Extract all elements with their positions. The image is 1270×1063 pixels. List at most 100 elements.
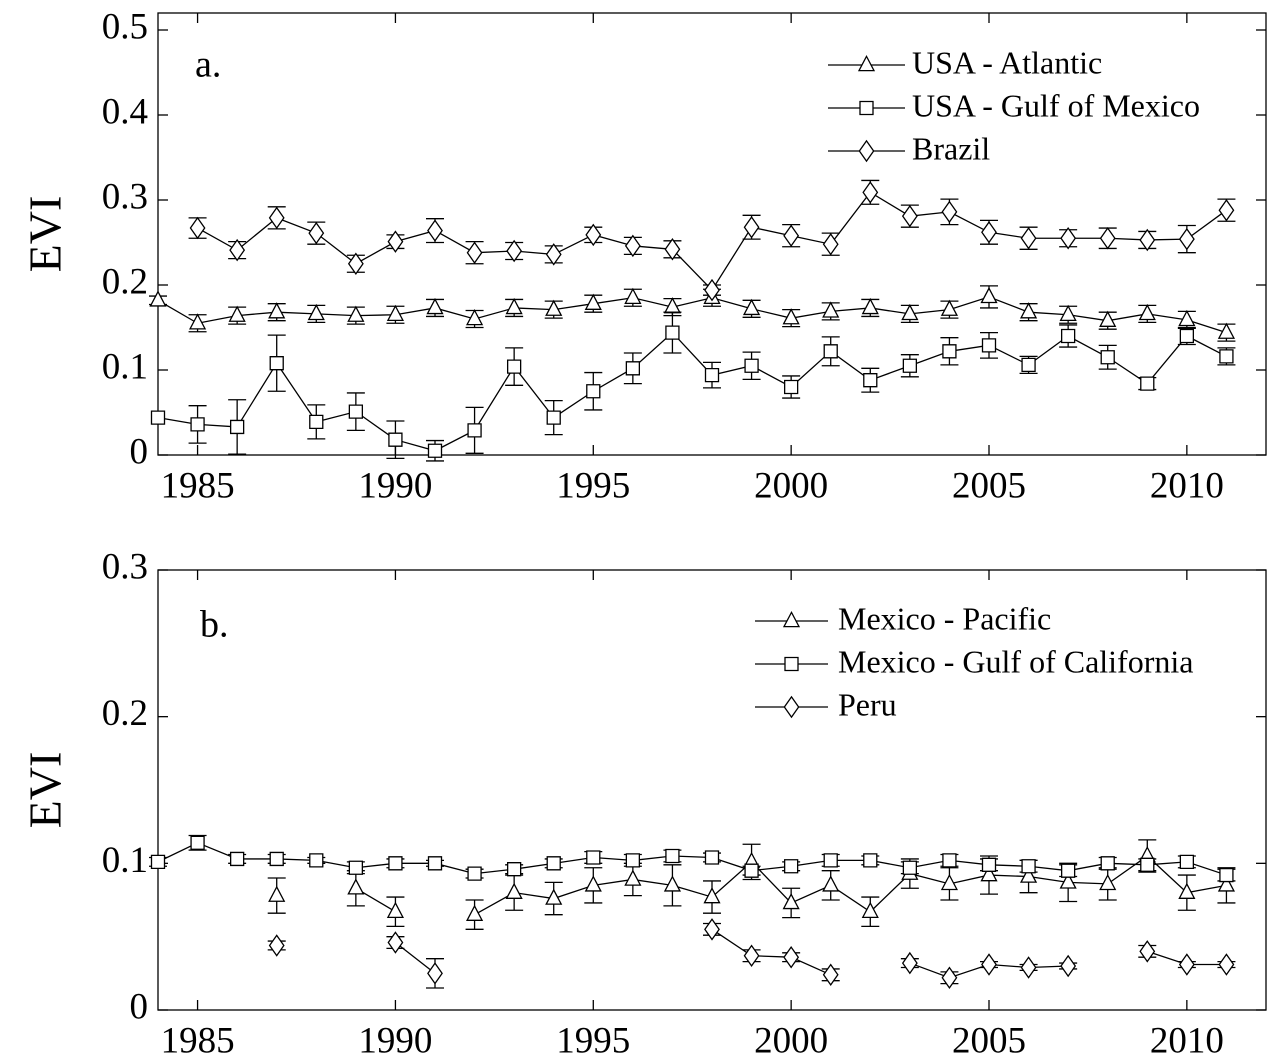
- marker: [268, 934, 285, 957]
- marker: [150, 410, 166, 425]
- marker: [980, 286, 998, 304]
- marker: [506, 359, 522, 374]
- y-tick-label: 0: [130, 986, 149, 1027]
- marker: [189, 216, 206, 240]
- marker: [704, 918, 720, 941]
- x-tick-label: 2010: [1150, 1020, 1224, 1061]
- marker: [584, 293, 602, 310]
- marker: [1138, 303, 1156, 321]
- marker: [823, 853, 838, 868]
- legend-label: USA - Gulf of Mexico: [912, 87, 1200, 123]
- marker: [388, 432, 403, 447]
- marker: [665, 848, 680, 864]
- marker: [1019, 866, 1038, 883]
- y-tick-label: 0: [130, 431, 149, 472]
- marker: [229, 419, 245, 435]
- marker: [981, 221, 997, 244]
- marker: [269, 356, 284, 371]
- marker: [546, 410, 561, 425]
- marker: [704, 367, 720, 383]
- marker: [1178, 309, 1196, 327]
- marker: [426, 297, 444, 315]
- marker: [980, 865, 998, 882]
- marker: [427, 856, 443, 871]
- legend-marker: [858, 139, 875, 163]
- marker: [545, 299, 563, 316]
- marker: [981, 857, 997, 872]
- legend-marker: [782, 610, 801, 628]
- legend-label: Peru: [838, 686, 897, 722]
- marker: [1059, 304, 1077, 322]
- y-tick-label: 0.2: [102, 693, 148, 734]
- marker: [1020, 226, 1037, 250]
- marker: [1021, 859, 1036, 874]
- marker: [1059, 872, 1077, 889]
- marker: [386, 901, 405, 919]
- marker: [347, 305, 365, 322]
- marker: [386, 304, 405, 322]
- marker: [545, 888, 563, 905]
- marker: [268, 302, 286, 319]
- marker: [783, 859, 799, 874]
- marker: [942, 853, 957, 868]
- marker: [427, 219, 443, 242]
- marker: [861, 297, 879, 315]
- marker: [665, 325, 680, 340]
- marker: [268, 206, 285, 230]
- marker: [269, 851, 284, 867]
- series-line: [157, 842, 1227, 876]
- marker: [545, 243, 562, 266]
- series-line: [157, 331, 1227, 452]
- marker: [308, 221, 325, 245]
- marker: [863, 373, 878, 388]
- marker: [466, 241, 483, 264]
- marker: [782, 308, 800, 325]
- legend-marker: [859, 100, 874, 116]
- y-axis-label: EVI: [20, 196, 71, 273]
- marker: [190, 417, 205, 432]
- x-tick-label: 1985: [161, 465, 235, 506]
- y-tick-label: 0.4: [102, 91, 148, 132]
- y-tick-label: 0.5: [102, 6, 148, 47]
- marker: [981, 338, 997, 353]
- marker: [586, 850, 601, 865]
- series-line: [157, 296, 1227, 334]
- y-tick-label: 0.3: [102, 546, 148, 587]
- marker: [1218, 953, 1235, 976]
- marker: [783, 945, 800, 969]
- marker: [1060, 863, 1076, 878]
- marker: [427, 962, 443, 985]
- marker: [1179, 328, 1195, 344]
- series-line: [395, 928, 1227, 979]
- plot-frame: [157, 569, 1267, 1011]
- marker: [783, 379, 799, 395]
- marker: [861, 901, 879, 919]
- marker: [704, 850, 720, 865]
- marker: [1217, 322, 1236, 339]
- marker: [506, 862, 522, 877]
- marker: [149, 290, 167, 307]
- marker: [664, 238, 681, 261]
- marker: [307, 303, 325, 321]
- marker: [901, 204, 918, 228]
- marker: [744, 863, 759, 878]
- marker: [546, 856, 561, 871]
- marker: [624, 869, 642, 886]
- marker: [1021, 357, 1036, 373]
- y-tick-label: 0.3: [102, 176, 148, 217]
- marker: [467, 423, 482, 438]
- marker: [1020, 956, 1037, 979]
- marker: [309, 853, 324, 868]
- marker: [625, 853, 641, 868]
- marker: [347, 878, 365, 895]
- y-axis-label: EVI: [20, 752, 71, 829]
- marker: [506, 239, 523, 263]
- marker: [823, 344, 838, 359]
- marker: [941, 966, 958, 989]
- marker: [703, 887, 721, 904]
- marker: [348, 860, 364, 875]
- marker: [742, 298, 761, 316]
- marker: [1219, 867, 1234, 883]
- marker: [743, 944, 760, 967]
